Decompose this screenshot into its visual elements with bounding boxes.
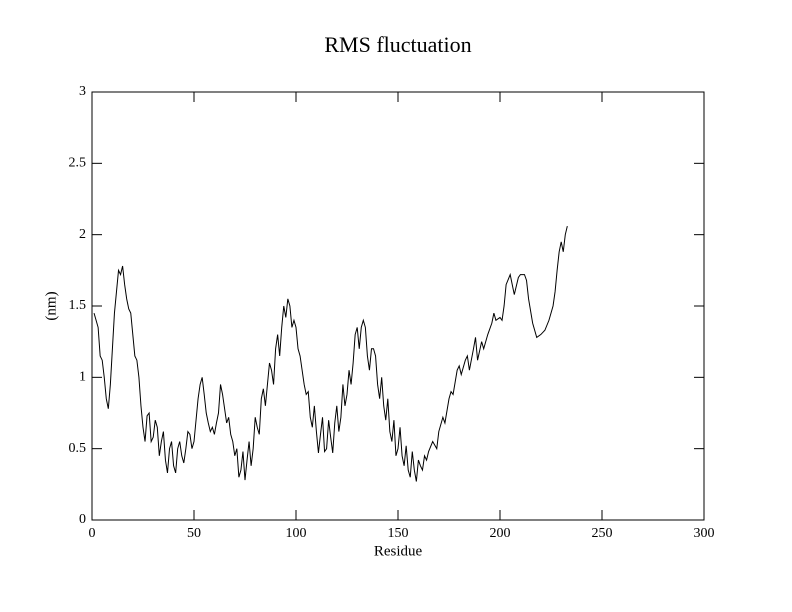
- y-tick-label: 0: [79, 512, 86, 527]
- x-tick-label: 250: [592, 526, 613, 541]
- y-axis-label: (nm): [43, 291, 59, 320]
- x-tick-label: 0: [89, 526, 96, 541]
- x-tick-label: 200: [490, 526, 511, 541]
- y-tick-label: 2.5: [69, 156, 87, 171]
- y-tick-label: 1.5: [69, 298, 87, 313]
- y-tick-label: 2: [79, 227, 86, 242]
- y-tick-label: 1: [79, 370, 86, 385]
- data-line: [93, 225, 568, 482]
- x-tick-label: 50: [187, 526, 201, 541]
- x-axis-label: Residue: [374, 543, 423, 559]
- y-tick-label: 0.5: [69, 441, 87, 456]
- x-tick-label: 150: [388, 526, 409, 541]
- x-tick-label: 100: [286, 526, 307, 541]
- y-tick-label: 3: [79, 84, 86, 99]
- chart-title: RMS fluctuation: [324, 32, 471, 57]
- x-tick-label: 300: [694, 526, 715, 541]
